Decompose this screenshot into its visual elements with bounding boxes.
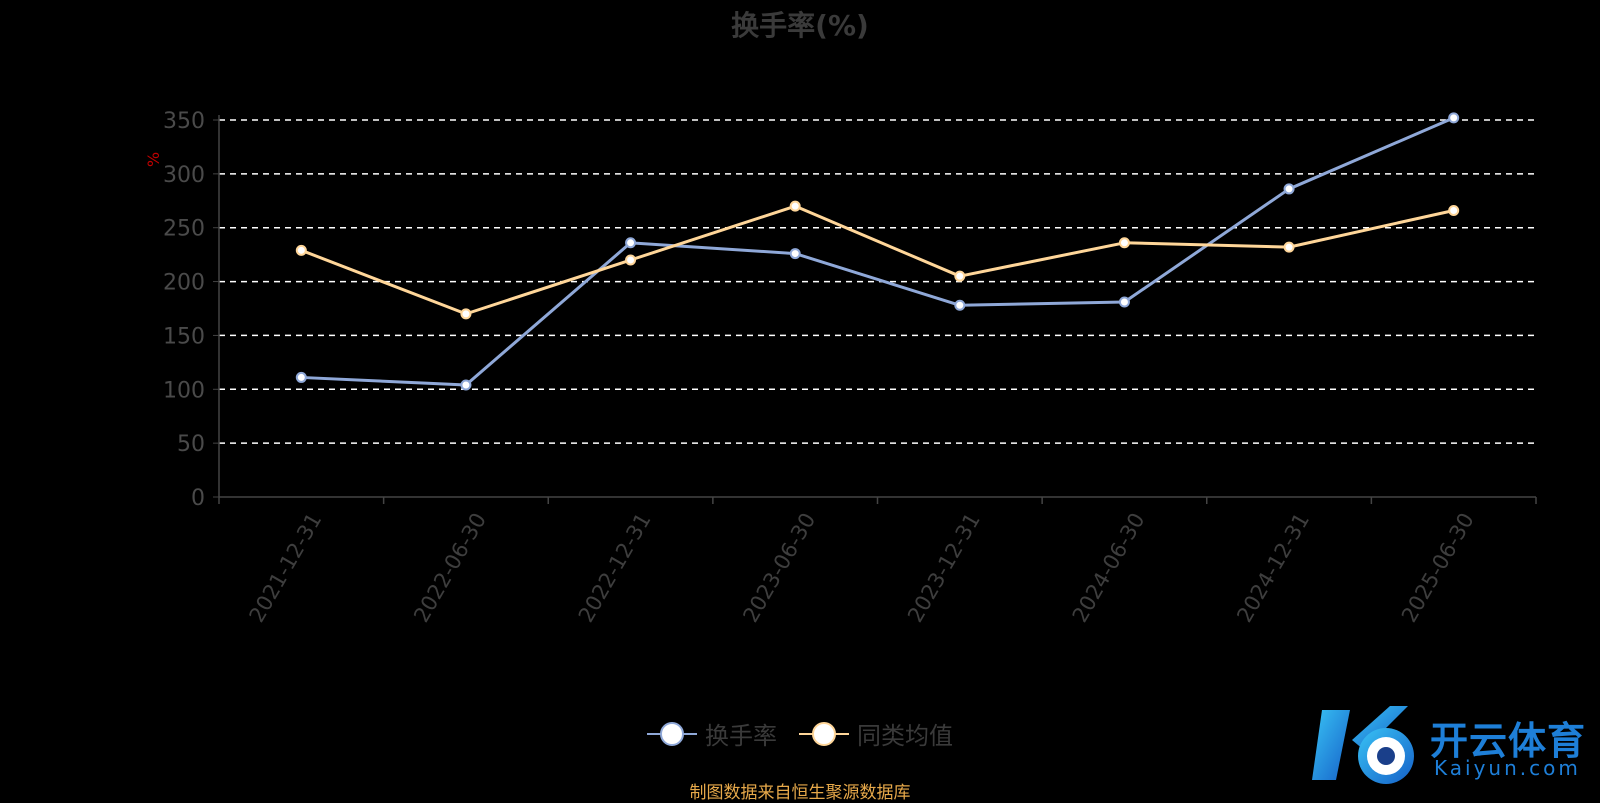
y-tick-label: 150 [163,324,205,349]
legend-swatch-peer-average [799,721,849,746]
x-tick-label: 2024-06-30 [1068,509,1150,627]
x-tick-label: 2025-06-30 [1397,509,1479,627]
data-point[interactable] [460,379,472,391]
series-line-1 [300,204,1455,316]
legend-item-peer-average[interactable]: 同类均值 [799,716,953,751]
data-point[interactable] [789,200,801,212]
data-point[interactable] [1118,237,1130,249]
data-point[interactable] [1448,112,1460,124]
data-point[interactable] [789,248,801,260]
logo-text-cn: 开云体育 [1430,719,1587,763]
y-tick-label: 100 [163,378,205,403]
data-point[interactable] [625,254,637,266]
brand-logo[interactable]: 开云体育 Kaiyun.com [1312,700,1592,790]
y-tick-label: 350 [163,109,205,134]
legend-swatch-turnover [647,721,697,746]
data-point[interactable] [1118,296,1130,308]
source-note: 制图数据来自恒生聚源数据库 [689,783,911,803]
legend[interactable]: 换手率 同类均值 [0,716,1600,751]
legend-label-turnover: 换手率 [705,722,777,750]
y-tick-label: 50 [177,432,205,457]
data-point[interactable] [1448,204,1460,216]
y-tick-label: 250 [163,217,205,242]
series-line-0 [301,116,1455,387]
data-point[interactable] [625,237,637,249]
legend-label-peer-average: 同类均值 [857,722,953,750]
chart-title: 换手率(%) [731,9,869,42]
series-lines [295,112,1460,391]
data-point[interactable] [295,244,307,256]
data-point[interactable] [1283,183,1295,195]
x-tick-label: 2022-06-30 [409,509,491,627]
logo-text-en: Kaiyun.com [1434,756,1581,780]
x-tick-labels: 2021-12-31 2022-06-30 2022-12-31 2023-06-30… [245,509,1479,627]
logo-emblem-icon [1312,706,1414,784]
data-point[interactable] [954,270,966,282]
x-tick-label: 2023-12-31 [903,509,985,627]
legend-item-turnover[interactable]: 换手率 [647,716,777,751]
y-tick-label: 200 [163,271,205,296]
y-axis-unit-label: % [144,151,164,168]
x-tick-label: 2023-06-30 [738,509,820,627]
data-point[interactable] [954,299,966,311]
x-tick-label: 2021-12-31 [245,509,327,627]
data-point[interactable] [1283,241,1295,253]
axes [213,115,1537,504]
x-tick-label: 2024-12-31 [1232,509,1314,627]
y-tick-label: 0 [191,486,205,511]
data-point[interactable] [460,308,472,320]
y-tick-labels: 0 50 100 150 200 250 300 350 [163,109,205,511]
y-tick-label: 300 [163,163,205,188]
data-point[interactable] [295,371,307,383]
x-tick-label: 2022-12-31 [574,509,656,627]
